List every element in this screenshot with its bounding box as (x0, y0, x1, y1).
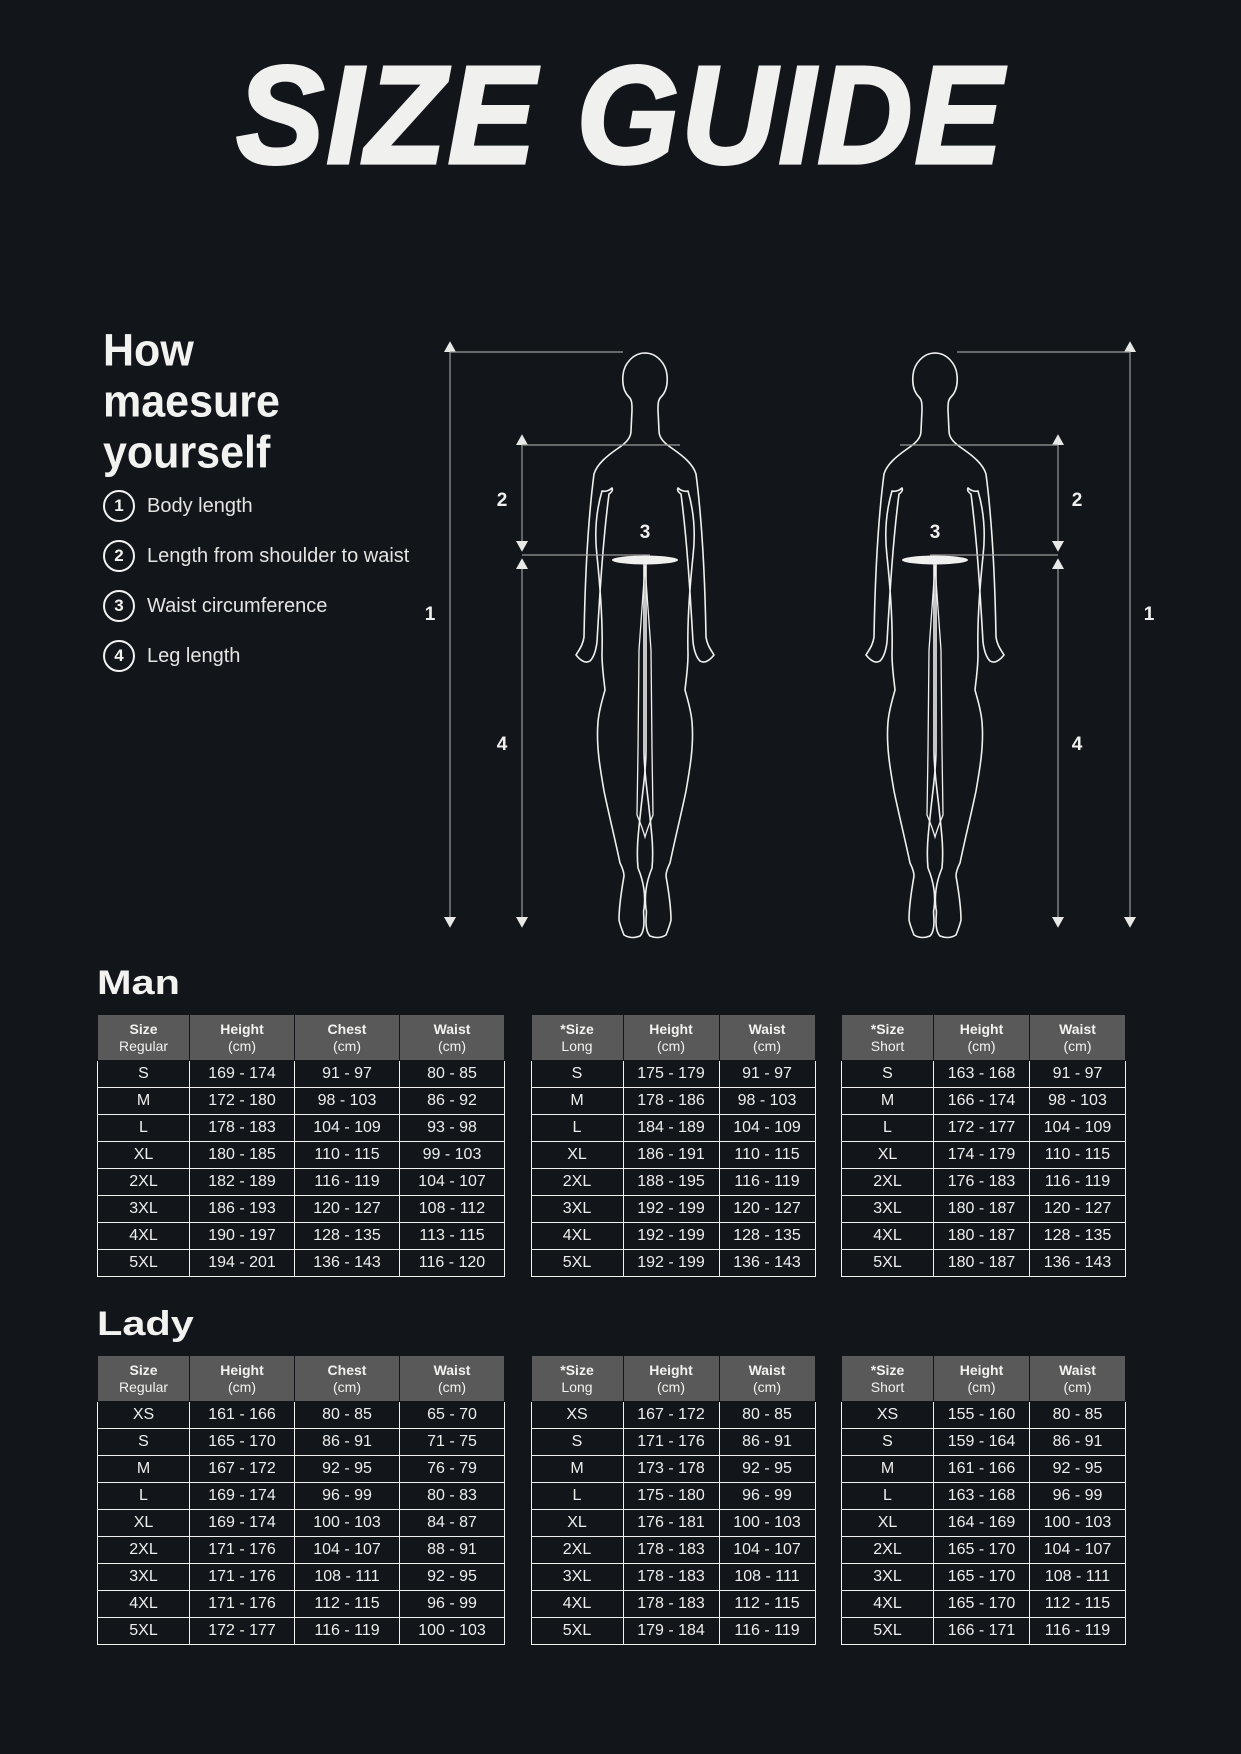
svg-text:4: 4 (1072, 734, 1083, 755)
svg-text:2: 2 (1072, 490, 1083, 511)
svg-text:4: 4 (497, 734, 508, 755)
svg-text:3: 3 (640, 522, 651, 543)
svg-text:3: 3 (930, 522, 941, 543)
svg-text:2: 2 (497, 490, 508, 511)
svg-text:1: 1 (1144, 604, 1155, 625)
svg-text:1: 1 (425, 604, 436, 625)
